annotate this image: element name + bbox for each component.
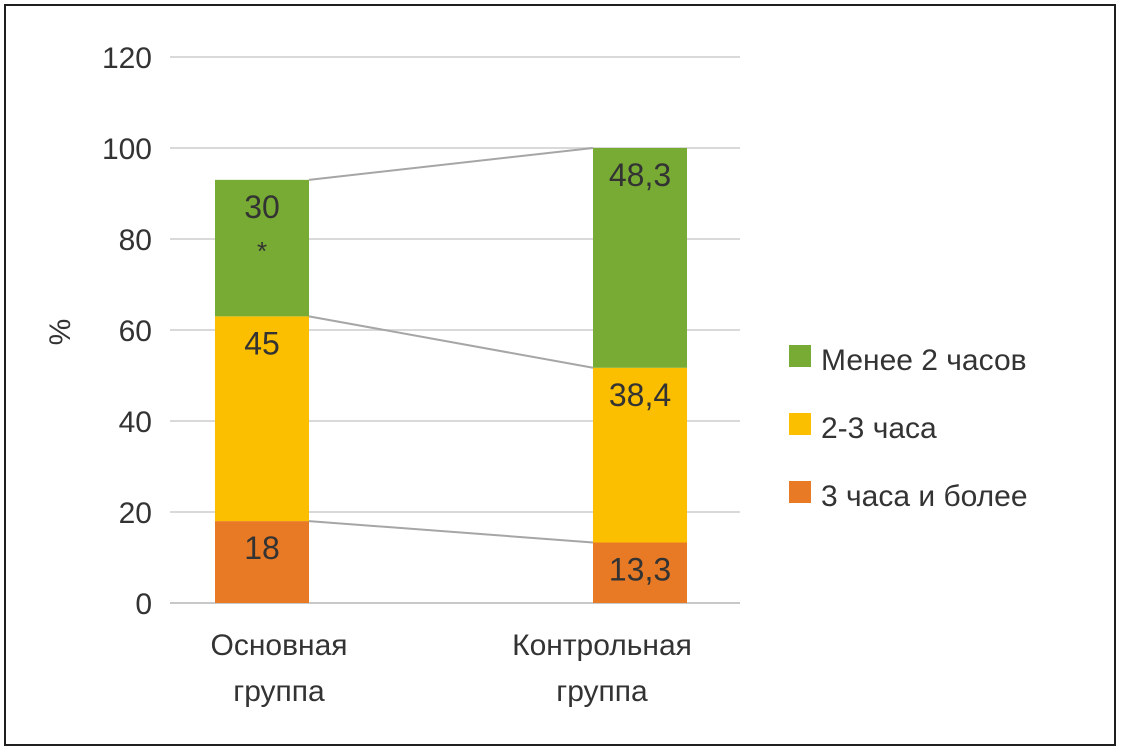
legend-label: Менее 2 часов — [821, 344, 1027, 377]
y-tick-label: 0 — [135, 588, 152, 621]
y-tick-label: 80 — [119, 224, 152, 257]
y-tick-label: 40 — [119, 406, 152, 439]
connector-line — [308, 147, 594, 181]
chart-frame — [4, 4, 1116, 746]
category-label: Основная — [210, 629, 347, 662]
data-label: 30 — [244, 189, 280, 225]
category-labels: Основная группа Контрольная группа — [210, 629, 691, 708]
y-tick-labels: 0 20 40 60 80 100 120 — [102, 42, 152, 621]
connector-line — [308, 315, 594, 369]
y-tick-label: 100 — [102, 133, 152, 166]
series-connectors — [308, 147, 594, 544]
data-label: 13,3 — [609, 551, 671, 587]
data-label: 48,3 — [609, 157, 671, 193]
bar-segment — [215, 316, 309, 522]
data-labels: 18 45 30 13,3 38,4 48,3 * — [244, 157, 671, 587]
bar-segment — [215, 521, 309, 603]
category-label: группа — [233, 675, 325, 708]
connector-line — [308, 520, 594, 544]
y-tick-label: 60 — [119, 315, 152, 348]
category-label: Контрольная — [512, 629, 692, 662]
legend: Менее 2 часов 2-3 часа 3 часа и более — [789, 344, 1028, 513]
data-label: 18 — [244, 530, 280, 566]
legend-label: 3 часа и более — [821, 480, 1028, 513]
category-label: группа — [556, 675, 648, 708]
legend-swatch — [789, 345, 811, 367]
bars — [215, 148, 687, 603]
y-tick-label: 20 — [119, 497, 152, 530]
annotation-mark: * — [257, 236, 267, 266]
y-axis-label: % — [44, 319, 77, 346]
y-tick-label: 120 — [102, 42, 152, 75]
legend-swatch — [789, 481, 811, 503]
data-label: 38,4 — [609, 377, 671, 413]
bar-segment — [593, 367, 687, 543]
bar-segment — [215, 179, 309, 317]
data-label: 45 — [244, 325, 280, 361]
legend-label: 2-3 часа — [821, 412, 937, 445]
legend-swatch — [789, 413, 811, 435]
bar-segment — [593, 148, 687, 368]
bar-segment — [593, 542, 687, 603]
